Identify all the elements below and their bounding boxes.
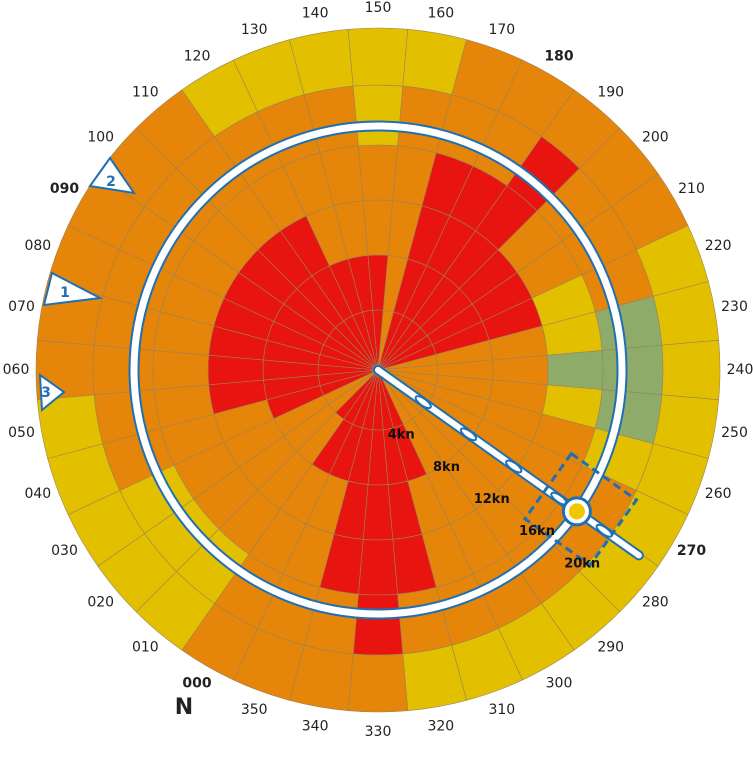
speed-label: 4kn (388, 428, 415, 443)
direction-label: 010 (132, 639, 159, 655)
direction-label: 270 (677, 543, 706, 559)
cell (358, 539, 398, 596)
direction-label: 070 (8, 299, 35, 315)
cell (347, 27, 409, 87)
direction-label: 160 (427, 5, 454, 21)
cell (347, 653, 409, 713)
direction-label: 140 (302, 5, 329, 21)
speed-label: 16kn (519, 524, 555, 539)
cell (233, 627, 305, 701)
marker-label: 3 (41, 385, 51, 401)
direction-label: 120 (184, 48, 211, 64)
speed-label: 20kn (564, 556, 600, 571)
direction-label: 250 (721, 425, 748, 441)
direction-label: 180 (544, 48, 573, 64)
north-label: N (175, 695, 193, 720)
direction-label: 100 (87, 129, 114, 145)
runway-marker-1: 1 (42, 271, 104, 307)
ring (130, 122, 626, 618)
direction-label: 020 (87, 595, 114, 611)
direction-label: 240 (727, 362, 753, 378)
direction-label: 170 (488, 22, 515, 38)
cell (547, 350, 604, 390)
runway-marker-3: 3 (38, 372, 66, 413)
direction-label: 350 (241, 702, 268, 718)
overlay: 4kn 8kn 12kn 16kn 20kn (128, 120, 644, 620)
direction-label: 040 (24, 486, 51, 502)
cell (92, 344, 155, 396)
wind-marker (564, 499, 589, 524)
direction-label: 050 (8, 425, 35, 441)
direction-label: 260 (705, 486, 732, 502)
direction-label: 340 (302, 719, 329, 735)
direction-label: 200 (642, 129, 669, 145)
direction-label: 060 (3, 362, 30, 378)
speed-tick (505, 459, 523, 474)
runway-marker-2: 2 (88, 156, 137, 195)
direction-label: 220 (705, 238, 732, 254)
wind-box (522, 451, 639, 568)
direction-label: 310 (488, 702, 515, 718)
direction-label: 290 (597, 639, 624, 655)
cell (207, 354, 264, 386)
cell (492, 354, 549, 386)
direction-label: 150 (365, 0, 392, 16)
direction-label: 000 (182, 676, 211, 692)
cell (358, 144, 398, 201)
cell (362, 199, 394, 256)
direction-label: 320 (427, 719, 454, 735)
speed-tick (595, 523, 613, 538)
marker-shape (88, 156, 137, 195)
marker-label: 2 (106, 174, 116, 190)
cells (35, 27, 721, 713)
cell (661, 339, 721, 401)
cell (352, 84, 404, 147)
speed-label: 8kn (433, 460, 460, 475)
cell (601, 344, 664, 396)
direction-label: 230 (721, 299, 748, 315)
cell (362, 484, 394, 541)
direction-label: 130 (241, 22, 268, 38)
marker-shape (42, 271, 104, 307)
direction-label: 330 (365, 724, 392, 740)
direction-label: 280 (642, 595, 669, 611)
cell (352, 593, 404, 656)
direction-label: 110 (132, 85, 159, 101)
speed-tick (414, 395, 432, 410)
marker-shape (38, 372, 66, 413)
direction-label: 090 (50, 181, 79, 197)
speed-tick (459, 427, 478, 442)
direction-label: 300 (546, 676, 573, 692)
direction-label: 190 (597, 85, 624, 101)
direction-label: 080 (24, 238, 51, 254)
direction-label: 210 (678, 181, 705, 197)
marker-label: 1 (60, 285, 70, 301)
direction-label: 030 (51, 543, 78, 559)
cell (152, 350, 209, 390)
speed-label: 12kn (474, 492, 510, 507)
